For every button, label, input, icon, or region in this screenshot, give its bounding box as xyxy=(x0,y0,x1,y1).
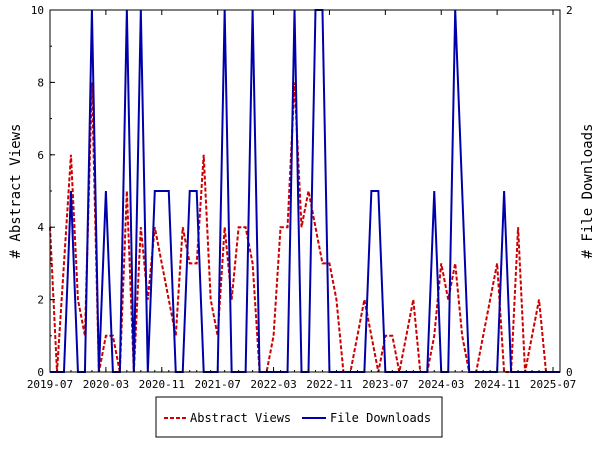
y2-tick-label: 0 xyxy=(566,366,573,379)
legend-label-file-downloads: File Downloads xyxy=(330,411,431,425)
y-axis-title-right: # File Downloads xyxy=(580,124,596,259)
legend-label-abstract-views: Abstract Views xyxy=(190,411,291,425)
y-tick-label: 0 xyxy=(37,366,44,379)
x-tick-label: 2021-07 xyxy=(194,378,240,391)
x-tick-label: 2025-07 xyxy=(530,378,576,391)
y-tick-label: 4 xyxy=(37,221,44,234)
series-line-abstract-views xyxy=(49,82,560,373)
y-tick-label: 2 xyxy=(37,294,44,307)
x-tick-label: 2024-11 xyxy=(474,378,520,391)
y-tick-label: 8 xyxy=(37,76,44,89)
y-axis-title-left: # Abstract Views xyxy=(8,124,24,259)
x-tick-label: 2023-07 xyxy=(362,378,408,391)
y-tick-label: 6 xyxy=(37,149,44,162)
x-tick-label: 2022-11 xyxy=(306,378,352,391)
x-tick-label: 2022-03 xyxy=(250,378,296,391)
y-tick-label: 10 xyxy=(31,4,44,17)
x-tick-label: 2024-03 xyxy=(418,378,464,391)
legend-box xyxy=(155,396,443,438)
x-tick-label: 2020-03 xyxy=(83,378,129,391)
y-axis-left: 0 2 4 6 8 10 xyxy=(31,4,55,379)
x-axis: 2019-07 2020-03 2020-11 2021-07 2022-03 2022-… xyxy=(27,10,576,391)
x-tick-label: 2020-11 xyxy=(139,378,185,391)
y2-tick-label: 2 xyxy=(566,4,573,17)
y-axis-right: 02 xyxy=(555,4,573,379)
legend: Abstract Views File Downloads xyxy=(155,396,443,438)
x-tick-label: 2019-07 xyxy=(27,378,73,391)
series-layer xyxy=(49,9,561,373)
series-line-file-downloads xyxy=(50,9,560,373)
